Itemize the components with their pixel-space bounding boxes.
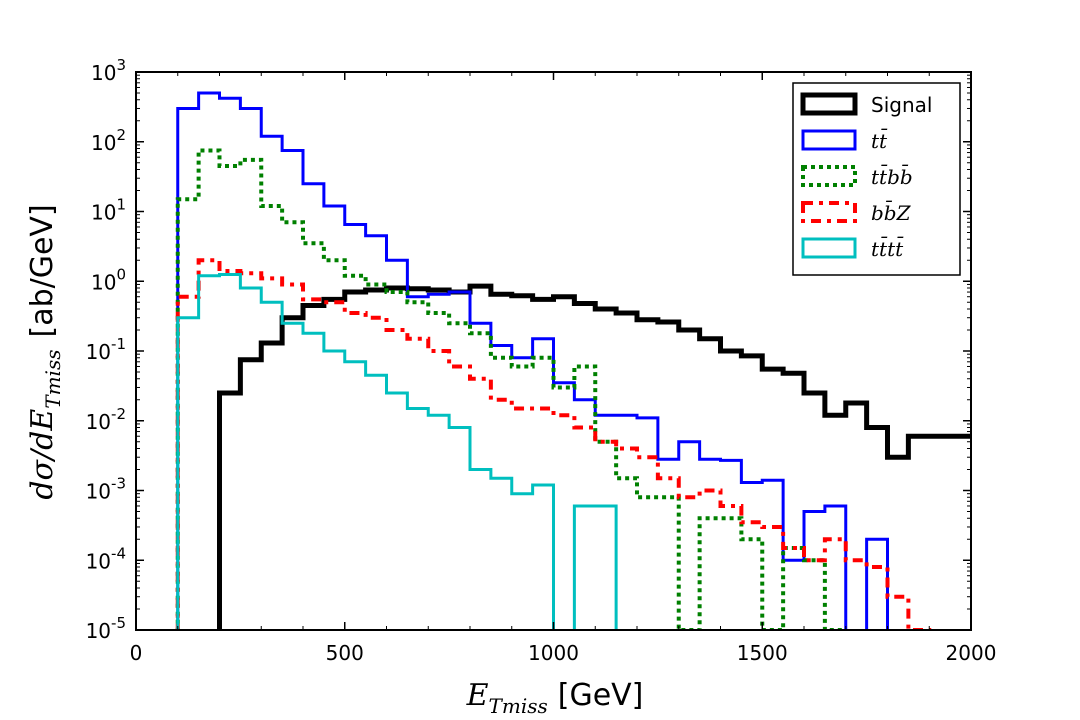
legend-label-tttt: tt̄tt̄	[871, 236, 904, 261]
y-tick-label: 101	[91, 196, 126, 225]
legend-swatch-ttbarbbbar	[801, 165, 857, 187]
y-axis-title: dσ/dETmiss[ab/GeV]	[25, 204, 65, 499]
x-tick-label: 1000	[528, 641, 579, 665]
legend-swatch-bbbarZ	[801, 201, 857, 223]
y-tick-label: 103	[91, 56, 126, 85]
y-tick-label: 100	[91, 265, 126, 294]
legend-swatch-tttt	[801, 237, 857, 259]
x-tick-label: 1500	[737, 641, 788, 665]
y-tick-label: 10-3	[86, 475, 126, 504]
x-tick-label: 2000	[946, 641, 997, 665]
legend-swatch-ttbar	[801, 129, 857, 151]
x-axis-title: ETmiss [GeV]	[466, 678, 644, 718]
x-tick-label: 0	[130, 641, 143, 665]
legend-label-Signal: Signal	[871, 93, 932, 117]
series-line-Signal	[217, 283, 971, 630]
y-tick-label: 10-1	[86, 335, 126, 364]
y-tick-label: 10-4	[86, 544, 126, 573]
y-tick-label: 10-2	[86, 405, 126, 434]
series-line-ttbar	[176, 91, 889, 630]
y-tick-label: 10-5	[86, 614, 126, 643]
legend-swatch-Signal	[800, 92, 858, 116]
series-line-tttt	[176, 272, 618, 630]
axes-layer: 0 500 1000 1500 2000 10-5 10-4 10-3 10-2 10-1 100 1…	[86, 56, 997, 665]
y-tick-label: 102	[91, 126, 126, 155]
legend-label-ttbarbbbar: tt̄bb̄	[871, 164, 913, 189]
series-line-bbbarZ	[175, 258, 932, 630]
series-layer	[175, 91, 971, 630]
x-tick-label: 500	[326, 641, 364, 665]
legend: Signal tt̄ tt̄bb̄ bb̄Z tt̄tt̄	[792, 82, 961, 276]
legend-label-ttbar: tt̄	[871, 128, 888, 153]
legend-label-bbbarZ: bb̄Z	[871, 200, 912, 225]
